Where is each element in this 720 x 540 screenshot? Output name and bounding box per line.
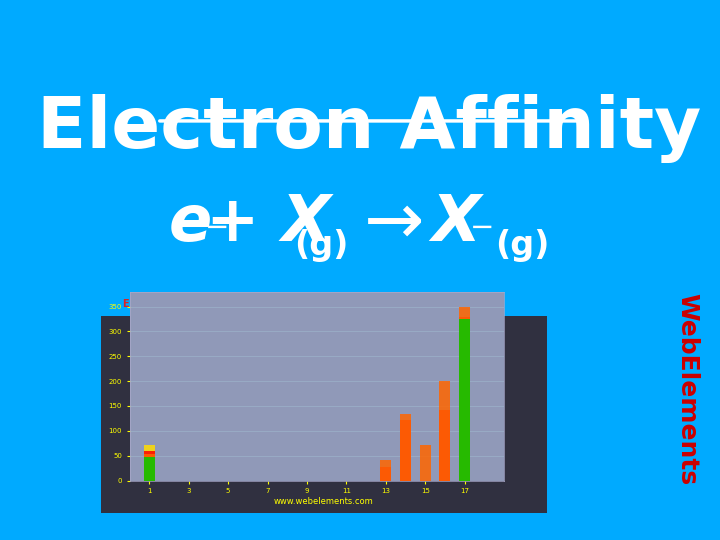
Text: (g): (g) [495, 229, 549, 262]
Text: + X: + X [206, 192, 331, 254]
Bar [400, 420, 411, 481]
Text: $\rightarrow$: $\rightarrow$ [349, 188, 423, 257]
Bar [380, 467, 391, 481]
Bar [459, 318, 470, 481]
Text: Electron affinity: Electron affinity [123, 299, 212, 309]
Bar [459, 307, 470, 481]
Text: www.webelements.com: www.webelements.com [274, 497, 374, 506]
Text: $^{-}$: $^{-}$ [469, 219, 492, 260]
Bar [459, 319, 470, 481]
Bar [439, 381, 450, 481]
Bar [144, 451, 155, 481]
Bar [144, 445, 155, 481]
Bar [144, 454, 155, 481]
Text: (g): (g) [294, 229, 348, 262]
Text: X: X [431, 192, 480, 254]
Text: e: e [168, 192, 212, 254]
Bar [439, 410, 450, 481]
Text: $^{-}$: $^{-}$ [204, 219, 228, 260]
Bar [400, 414, 411, 481]
FancyBboxPatch shape [101, 315, 547, 513]
Bar [144, 457, 155, 481]
Text: Electron Affinity: Electron Affinity [37, 94, 701, 163]
Bar [380, 460, 391, 481]
Bar [420, 445, 431, 481]
Text: WebElements: WebElements [675, 293, 700, 485]
